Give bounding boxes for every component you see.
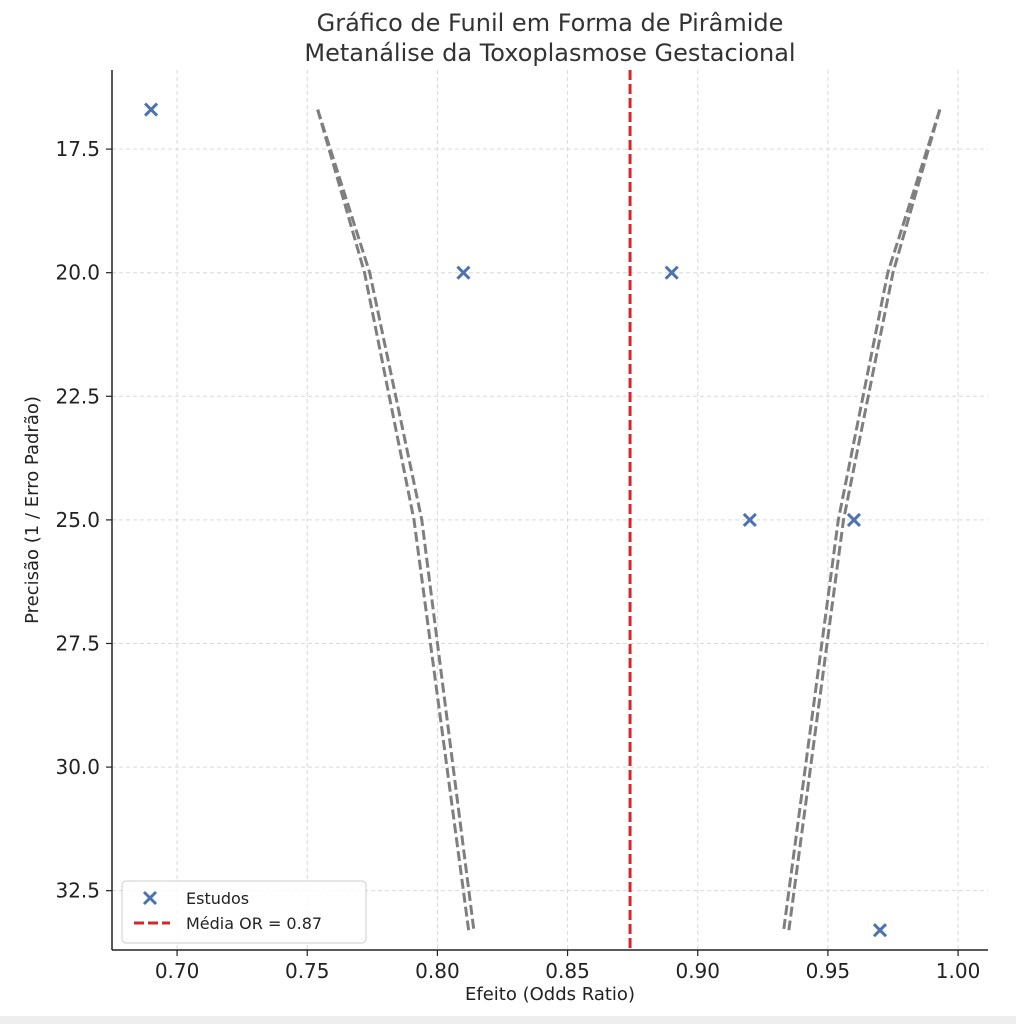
- study-point: [742, 512, 757, 527]
- bottom-edge-bar: [0, 1016, 1016, 1024]
- legend-label-studies: Estudos: [186, 889, 249, 908]
- study-point: [872, 923, 888, 938]
- study-point: [143, 102, 159, 117]
- y-tick-label: 25.0: [55, 508, 100, 532]
- legend-label-mean: Média OR = 0.87: [186, 914, 322, 933]
- study-points: [143, 102, 888, 938]
- x-tick-label: 0.80: [415, 959, 460, 983]
- chart-title: Gráfico de Funil em Forma de Pirâmide: [317, 9, 784, 37]
- funnel-line-left-a: [316, 109, 471, 931]
- study-point: [846, 512, 861, 527]
- funnel-line-right-b: [787, 109, 942, 931]
- y-tick-label: 27.5: [55, 631, 100, 655]
- y-tick-label: 30.0: [55, 755, 100, 779]
- y-tick-label: 22.5: [55, 384, 100, 408]
- funnel-line-left-b: [316, 109, 476, 931]
- y-tick-label: 20.0: [55, 261, 100, 285]
- x-tick-label: 0.75: [285, 959, 330, 983]
- x-tick-label: 0.85: [545, 959, 590, 983]
- x-axis-ticks: 0.70 0.75 0.80 0.85 0.90 0.95 1.00: [155, 950, 981, 983]
- x-tick-label: 0.90: [675, 959, 720, 983]
- grid-lines: [112, 70, 988, 950]
- legend-marker-studies: [142, 890, 158, 906]
- y-tick-label: 32.5: [55, 879, 100, 903]
- x-tick-label: 0.95: [806, 959, 851, 983]
- legend: Estudos Média OR = 0.87: [121, 880, 367, 944]
- y-axis-label: Precisão (1 / Erro Padrão): [22, 396, 43, 624]
- study-point: [456, 265, 471, 280]
- y-axis-ticks: 17.5 20.0 22.5 25.0 27.5 30.0 32.5: [55, 137, 112, 903]
- x-tick-label: 0.70: [155, 959, 200, 983]
- funnel-lines: [316, 109, 942, 931]
- chart-subtitle: Metanálise da Toxoplasmose Gestacional: [304, 39, 795, 67]
- x-tick-label: 1.00: [936, 959, 981, 983]
- funnel-line-right-a: [782, 109, 942, 931]
- study-point: [664, 265, 679, 280]
- legend-box: [121, 880, 367, 944]
- y-tick-label: 17.5: [55, 137, 100, 161]
- x-axis-label: Efeito (Odds Ratio): [465, 984, 635, 1005]
